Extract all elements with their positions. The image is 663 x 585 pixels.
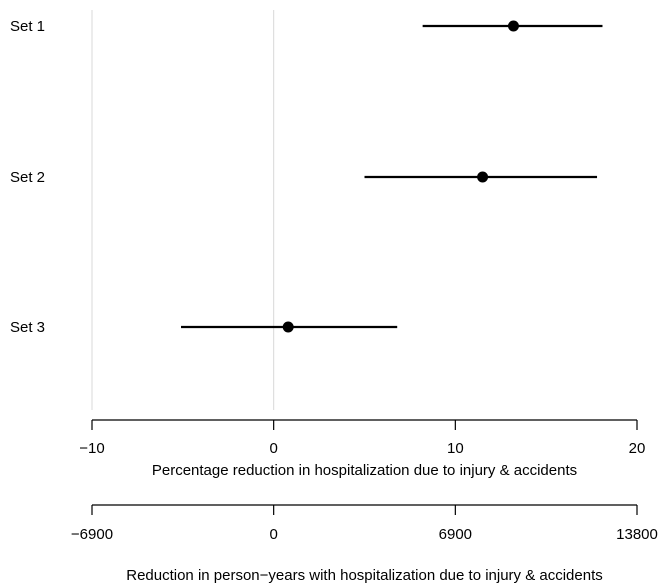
x-axis-tick-label-3: 20	[629, 440, 646, 457]
secondary-x-axis-tick-label-3: 13800	[616, 526, 658, 543]
point-estimate-3	[282, 321, 294, 333]
secondary-x-axis-tick-label-1: 0	[269, 526, 277, 543]
secondary-x-axis-tick-label-2: 6900	[439, 526, 472, 543]
secondary-x-axis-tick-label-0: −6900	[71, 526, 113, 543]
secondary-x-axis-title: Reduction in person−years with hospitali…	[126, 567, 603, 584]
x-axis-tick-label-1: 0	[269, 440, 277, 457]
category-label-1: Set 1	[10, 18, 45, 35]
point-estimate-1	[507, 20, 519, 32]
category-label-3: Set 3	[10, 319, 45, 336]
x-axis-title: Percentage reduction in hospitalization …	[152, 462, 577, 479]
point-estimate-2	[477, 171, 489, 183]
x-axis-tick-label-2: 10	[447, 440, 464, 457]
x-axis-tick-label-0: −10	[79, 440, 104, 457]
category-label-2: Set 2	[10, 169, 45, 186]
